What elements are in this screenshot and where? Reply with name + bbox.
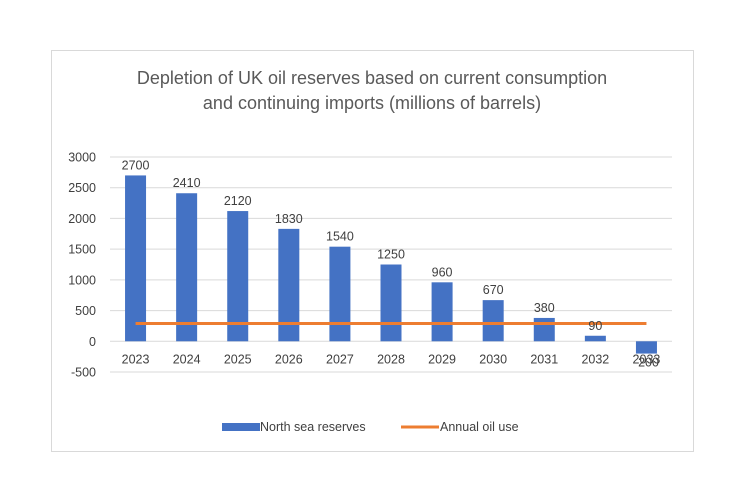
chart-title-line-2: and continuing imports (millions of barr… bbox=[203, 93, 541, 113]
bar bbox=[380, 264, 402, 342]
bar bbox=[482, 300, 504, 342]
chart-title-line-1: Depletion of UK oil reserves based on cu… bbox=[137, 68, 607, 88]
data-label: 2410 bbox=[173, 176, 201, 190]
x-tick-label: 2023 bbox=[122, 352, 150, 366]
y-tick-label: 0 bbox=[89, 335, 96, 349]
y-tick-label: 2500 bbox=[68, 181, 96, 195]
x-tick-label: 2031 bbox=[530, 352, 558, 366]
legend-label-north-sea-reserves: North sea reserves bbox=[260, 420, 366, 434]
data-label: 1540 bbox=[326, 230, 354, 244]
data-label: 2700 bbox=[122, 158, 150, 172]
data-label: 380 bbox=[534, 301, 555, 315]
data-label: 670 bbox=[483, 283, 504, 297]
x-tick-label: 2025 bbox=[224, 352, 252, 366]
data-label: 1830 bbox=[275, 212, 303, 226]
data-label: 2120 bbox=[224, 194, 252, 208]
data-label: 90 bbox=[588, 319, 602, 333]
y-tick-label: 2000 bbox=[68, 212, 96, 226]
y-tick-label: -500 bbox=[71, 366, 96, 380]
bar bbox=[635, 341, 657, 354]
y-tick-label: 500 bbox=[75, 304, 96, 318]
data-label: -200 bbox=[634, 356, 659, 370]
legend-label-annual-oil-use: Annual oil use bbox=[440, 420, 519, 434]
x-tick-label: 2027 bbox=[326, 352, 354, 366]
y-tick-label: 1000 bbox=[68, 273, 96, 287]
x-axis: 2023 2024 2025 2026 2027 2028 2029 2030 2031 2032… bbox=[122, 352, 661, 366]
bar bbox=[584, 335, 606, 342]
y-tick-label: 3000 bbox=[68, 151, 96, 165]
x-tick-label: 2032 bbox=[581, 352, 609, 366]
data-label: 1250 bbox=[377, 248, 405, 262]
x-tick-label: 2033 bbox=[633, 352, 661, 366]
data-labels: 2700 2410 2120 1830 1540 1250 960 670 380 90 -200 bbox=[122, 158, 659, 369]
bar bbox=[329, 246, 351, 342]
bar bbox=[278, 228, 300, 342]
x-tick-label: 2024 bbox=[173, 352, 201, 366]
legend: North sea reserves Annual oil use bbox=[222, 420, 519, 434]
bar bbox=[176, 193, 198, 342]
legend-swatch-north-sea-reserves bbox=[222, 423, 260, 431]
chart-frame bbox=[51, 50, 694, 452]
bar bbox=[533, 317, 555, 342]
y-axis: 3000 2500 2000 1500 1000 500 0 -500 bbox=[68, 151, 96, 380]
x-tick-label: 2030 bbox=[479, 352, 507, 366]
y-tick-label: 1500 bbox=[68, 243, 96, 257]
data-label: 960 bbox=[432, 265, 453, 279]
x-tick-label: 2029 bbox=[428, 352, 456, 366]
bar bbox=[125, 175, 147, 342]
x-tick-label: 2026 bbox=[275, 352, 303, 366]
bar-series bbox=[125, 175, 657, 354]
bar bbox=[431, 282, 453, 342]
x-tick-label: 2028 bbox=[377, 352, 405, 366]
bar bbox=[227, 211, 249, 342]
